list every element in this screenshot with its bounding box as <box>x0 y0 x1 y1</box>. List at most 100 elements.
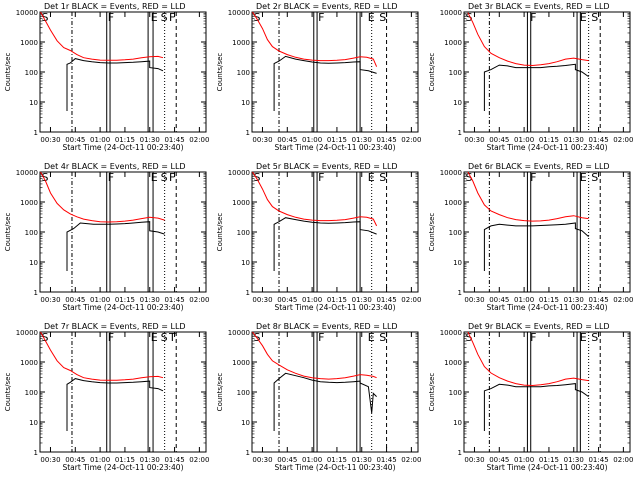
marker-label: E <box>151 331 158 344</box>
marker-label: S <box>466 331 473 344</box>
marker-label: F <box>108 331 114 344</box>
marker-label: E <box>368 11 375 24</box>
marker-label: S <box>161 11 168 24</box>
y-tick-label: 10000 <box>16 9 38 17</box>
x-tick-label: 00:45 <box>65 136 85 144</box>
y-tick-label: 10 <box>241 259 250 267</box>
y-tick-label: 1 <box>34 449 38 457</box>
x-tick-label: 01:00 <box>302 136 322 144</box>
x-tick-label: 01:15 <box>327 456 347 464</box>
series-line-events <box>273 217 377 271</box>
x-tick-label: 02:00 <box>401 136 421 144</box>
x-tick-label: 00:45 <box>489 296 509 304</box>
x-tick-label: 02:00 <box>401 456 421 464</box>
marker-label: F <box>108 171 114 184</box>
marker-label: E <box>580 331 587 344</box>
x-tick-label: 01:30 <box>564 296 584 304</box>
x-tick-label: 01:15 <box>115 296 135 304</box>
x-axis-label: Start Time (24-Oct-11 00:23:40) <box>486 143 607 152</box>
x-tick-label: 01:00 <box>514 296 534 304</box>
x-axis-label: Start Time (24-Oct-11 00:23:40) <box>274 143 395 152</box>
panel-title: Det 2r BLACK = Events, RED = LLD <box>256 2 398 11</box>
x-tick-label: 02:00 <box>401 296 421 304</box>
x-tick-label: 00:30 <box>464 456 484 464</box>
marker-label: S <box>466 11 473 24</box>
series-line-lld <box>252 171 378 227</box>
y-tick-label: 100 <box>449 69 462 77</box>
series-line-lld <box>467 171 589 222</box>
y-tick-label: 100 <box>237 389 250 397</box>
y-tick-label: 1 <box>246 449 250 457</box>
x-tick-label: 01:15 <box>327 296 347 304</box>
y-tick-label: 10 <box>453 259 462 267</box>
x-axis-label: Start Time (24-Oct-11 00:23:40) <box>62 143 183 152</box>
y-tick-label: 10000 <box>440 329 462 337</box>
x-tick-label: 01:45 <box>588 136 608 144</box>
y-tick-label: 100 <box>237 229 250 237</box>
y-tick-label: 1 <box>34 289 38 297</box>
x-tick-label: 00:30 <box>40 456 60 464</box>
panel-title: Det 6r BLACK = Events, RED = LLD <box>468 162 610 171</box>
marker-label: S <box>161 331 168 344</box>
x-tick-label: 01:45 <box>588 296 608 304</box>
x-tick-label: 01:00 <box>514 456 534 464</box>
y-tick-label: 100 <box>449 229 462 237</box>
y-tick-label: 1000 <box>20 359 38 367</box>
y-tick-label: 10 <box>29 259 38 267</box>
x-tick-label: 02:00 <box>189 296 209 304</box>
y-tick-label: 1000 <box>444 199 462 207</box>
x-tick-label: 01:45 <box>588 456 608 464</box>
y-axis-label: Counts/sec <box>428 53 436 92</box>
series-line-lld <box>252 331 377 380</box>
x-tick-label: 00:45 <box>65 456 85 464</box>
panel-title: Det 5r BLACK = Events, RED = LLD <box>256 162 398 171</box>
y-tick-label: 1 <box>458 289 462 297</box>
x-tick-label: 02:00 <box>189 136 209 144</box>
x-tick-label: 01:30 <box>140 296 160 304</box>
panel-title: Det 9r BLACK = Events, RED = LLD <box>468 322 610 331</box>
marker-label: S <box>379 171 386 184</box>
y-axis-label: Counts/sec <box>216 53 224 92</box>
x-tick-label: 01:15 <box>115 136 135 144</box>
series-line-lld <box>40 11 164 61</box>
y-tick-label: 10000 <box>440 169 462 177</box>
marker-label: S <box>42 171 49 184</box>
x-tick-label: 01:00 <box>302 296 322 304</box>
marker-label: F <box>318 11 324 24</box>
marker-label: F <box>318 171 324 184</box>
x-tick-label: 02:00 <box>189 456 209 464</box>
y-tick-label: 10 <box>29 419 38 427</box>
series-line-events <box>483 63 589 111</box>
x-tick-label: 00:30 <box>252 136 272 144</box>
y-tick-label: 10 <box>453 99 462 107</box>
x-tick-label: 01:45 <box>376 296 396 304</box>
marker-label: S <box>591 171 598 184</box>
x-tick-label: 01:00 <box>514 136 534 144</box>
y-tick-label: 1 <box>458 129 462 137</box>
marker-label: E <box>151 11 158 24</box>
y-tick-label: 1000 <box>444 39 462 47</box>
x-axis-label: Start Time (24-Oct-11 00:23:40) <box>486 463 607 472</box>
x-tick-label: 01:30 <box>140 136 160 144</box>
panel-title: Det 3r BLACK = Events, RED = LLD <box>468 2 610 11</box>
series-line-events <box>483 383 589 431</box>
y-axis-label: Counts/sec <box>428 373 436 412</box>
y-tick-label: 1 <box>458 449 462 457</box>
x-tick-label: 01:30 <box>352 136 372 144</box>
x-tick-label: 01:30 <box>352 296 372 304</box>
series-line-events <box>66 58 164 111</box>
y-axis-label: Counts/sec <box>216 213 224 252</box>
x-tick-label: 00:30 <box>464 136 484 144</box>
y-tick-label: 1 <box>34 129 38 137</box>
x-tick-label: 00:30 <box>252 456 272 464</box>
y-tick-label: 100 <box>449 389 462 397</box>
x-tick-label: 00:30 <box>40 296 60 304</box>
marker-label: E <box>368 331 375 344</box>
x-tick-label: 01:15 <box>327 136 347 144</box>
series-line-lld <box>467 12 589 67</box>
